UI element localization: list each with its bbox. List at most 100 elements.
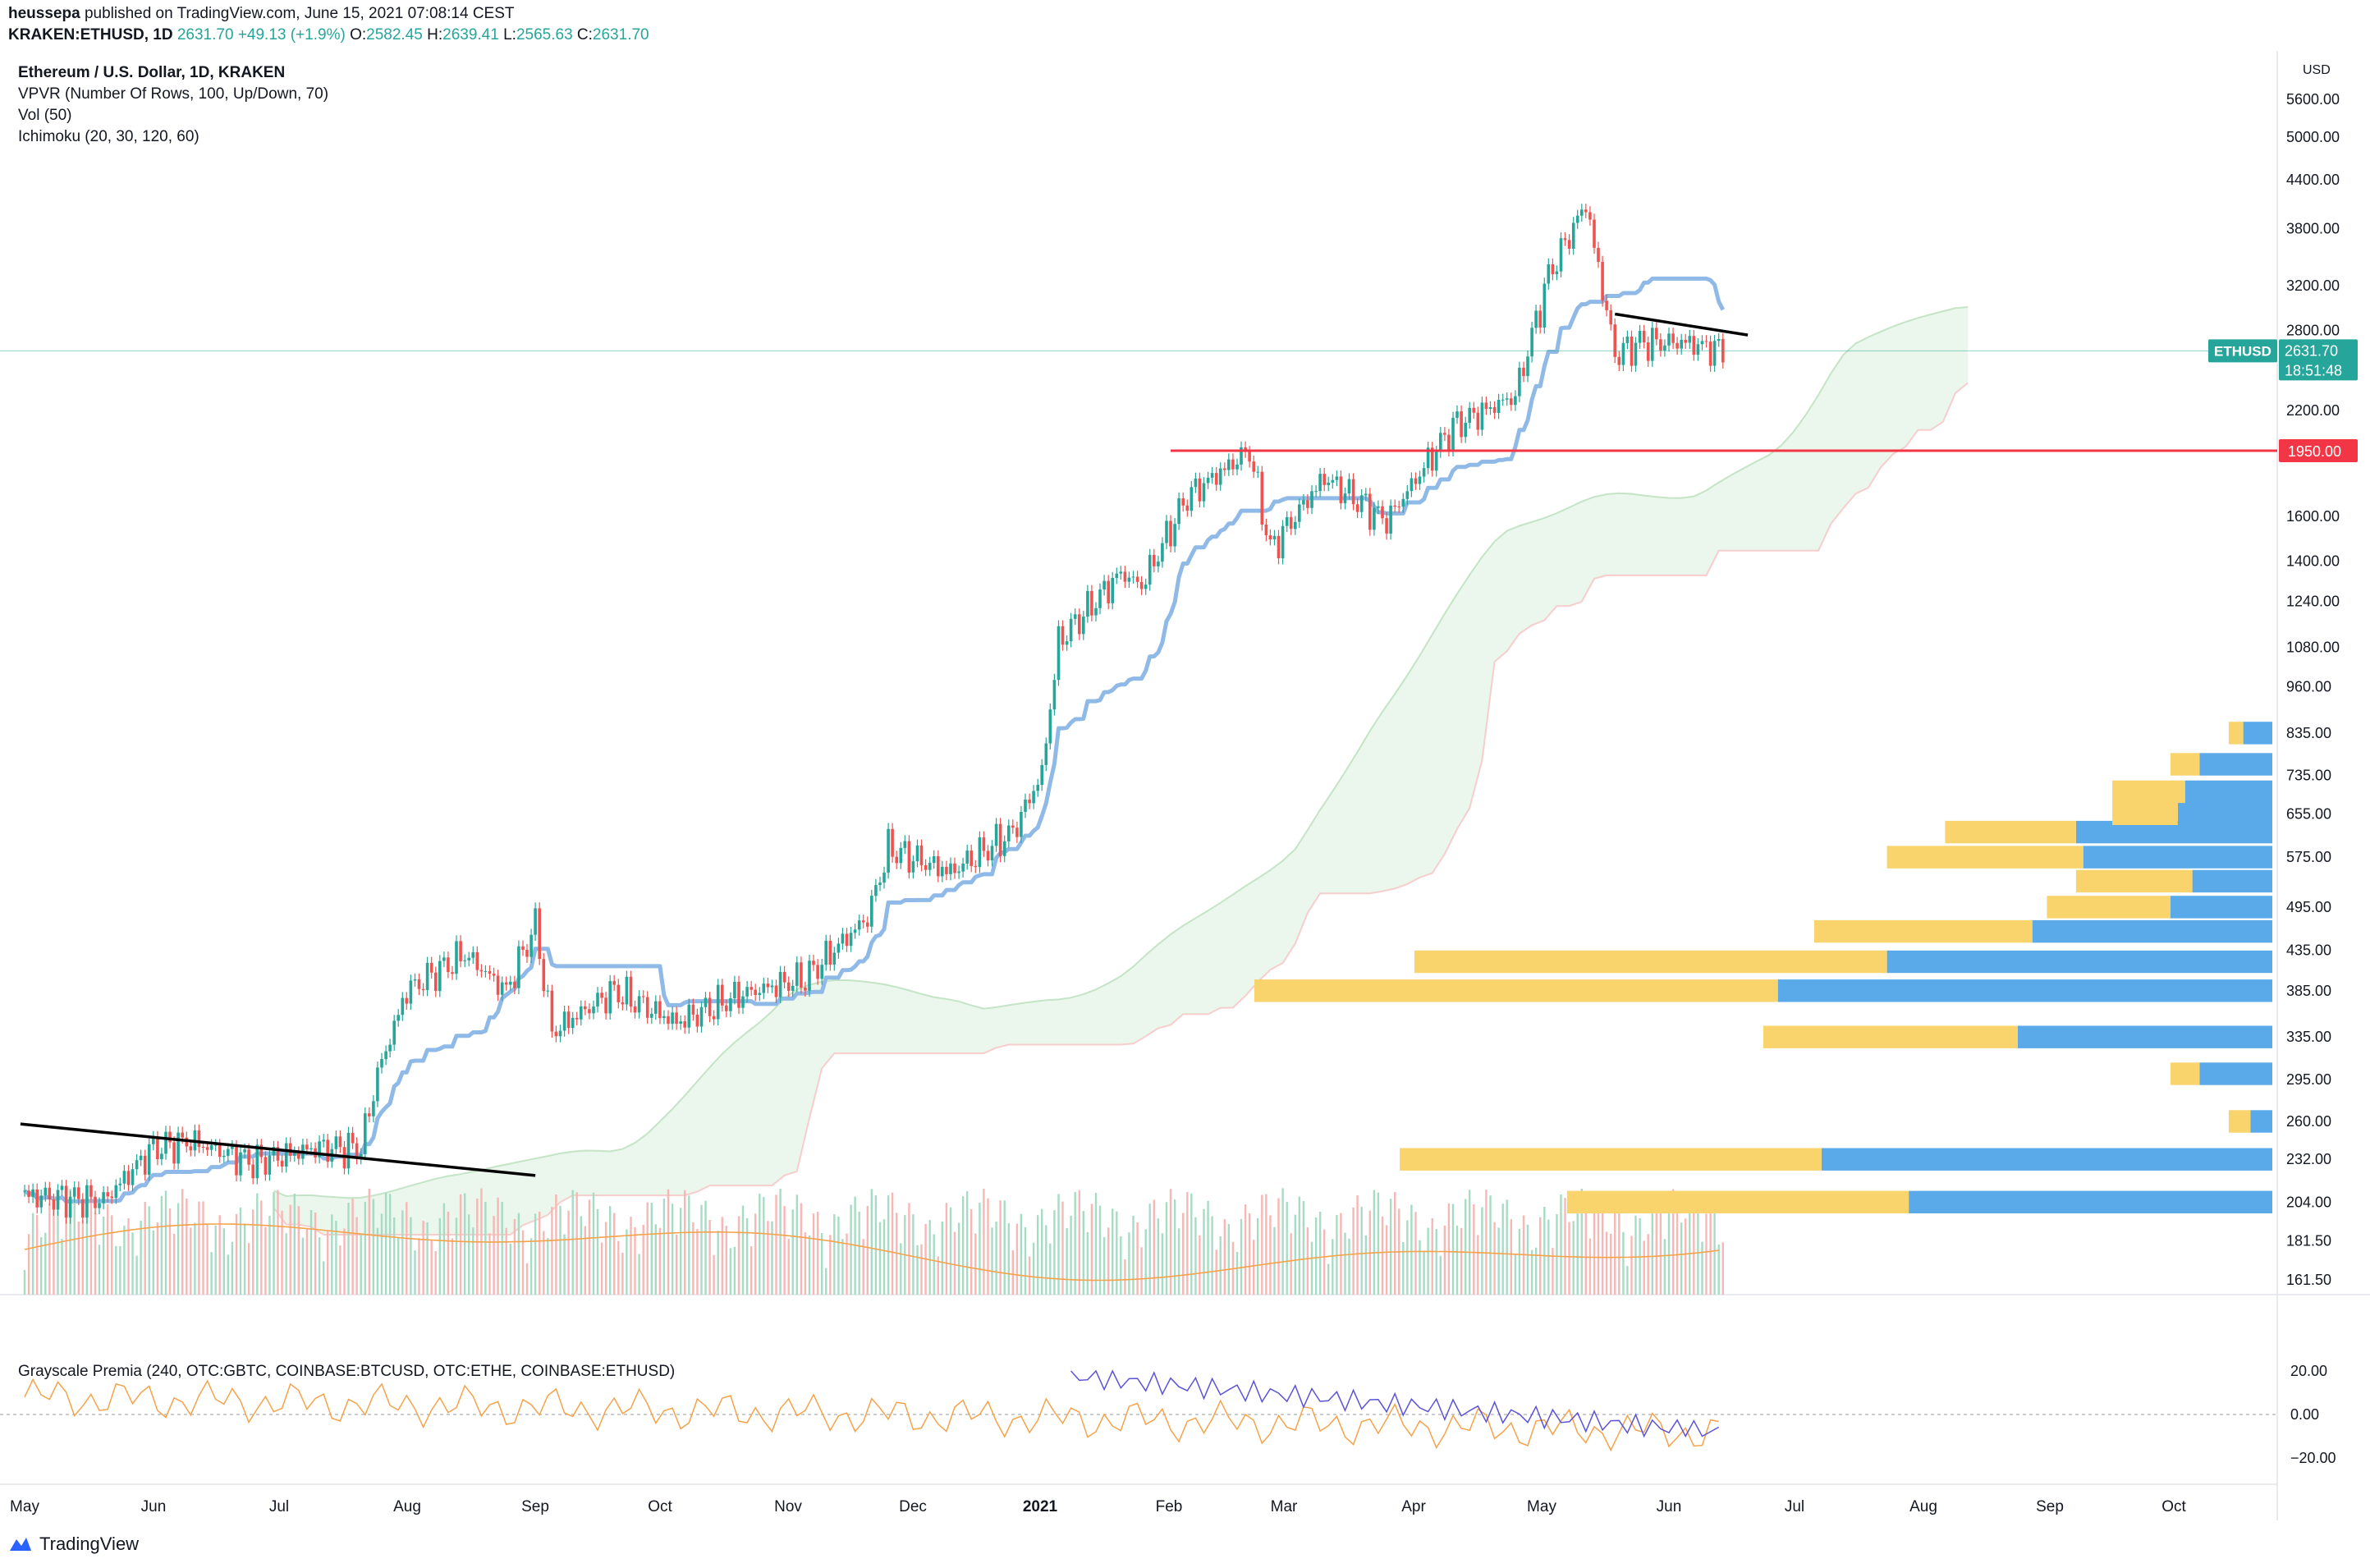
last-price-box	[2279, 339, 2358, 381]
candle-body	[645, 997, 649, 1018]
volume-bar	[600, 1242, 603, 1295]
candle-body	[405, 997, 409, 1004]
candle-body	[110, 1196, 113, 1199]
legend-ichimoku[interactable]: Ichimoku (20, 30, 120, 60)	[18, 128, 199, 145]
volume-bar	[1116, 1211, 1118, 1295]
volume-bar	[57, 1210, 59, 1295]
volume-bar	[501, 1202, 503, 1295]
price-chart[interactable]: 5600.00 5000.00 4400.00 3800.00 3200.00 2800.…	[0, 51, 2370, 1520]
price-axis-tick: 655.00	[2286, 805, 2331, 822]
candle-body	[259, 1144, 264, 1158]
volume-bar	[1032, 1242, 1035, 1295]
candle-body	[828, 940, 832, 965]
candle-body	[1708, 342, 1712, 366]
volume-bar	[521, 1230, 525, 1295]
volume-profile-down-bar	[1763, 1025, 2018, 1048]
volume-bar	[1701, 1241, 1703, 1295]
candle-body	[998, 823, 1002, 856]
volume-bar	[48, 1204, 51, 1295]
candle-body	[1007, 825, 1011, 841]
volume-bar	[459, 1194, 462, 1295]
volume-bar	[1659, 1213, 1662, 1295]
volume-bar	[1389, 1199, 1392, 1295]
volume-bar	[256, 1193, 259, 1295]
candle-body	[176, 1132, 180, 1164]
candle-body	[52, 1199, 56, 1210]
volume-bar	[1024, 1226, 1027, 1295]
publication-header: heussepa published on TradingView.com, J…	[0, 0, 2370, 51]
candle-body	[164, 1131, 167, 1154]
volume-bar	[1373, 1190, 1376, 1295]
volume-bar	[966, 1191, 969, 1295]
candle-body	[679, 1021, 682, 1024]
volume-bar	[1481, 1207, 1483, 1295]
candle-body	[222, 1155, 226, 1158]
candle-body	[928, 862, 932, 870]
volume-bar	[1244, 1204, 1247, 1295]
volume-bar	[1161, 1233, 1164, 1295]
candle-body	[1148, 554, 1152, 585]
legend-vpvr[interactable]: VPVR (Number Of Rows, 100, Up/Down, 70)	[18, 85, 329, 103]
volume-bar	[1310, 1241, 1313, 1295]
candle-body	[637, 996, 641, 1013]
volume-bar	[791, 1209, 794, 1295]
volume-bar	[1153, 1199, 1155, 1295]
candle-body	[978, 837, 982, 868]
volume-bar	[1120, 1236, 1122, 1295]
volume-bar	[1655, 1198, 1657, 1295]
volume-bar	[1148, 1204, 1151, 1295]
volume-bar	[61, 1239, 63, 1295]
open-value: 2582.45	[366, 26, 423, 44]
volume-profile-up-bar	[1886, 950, 2272, 974]
volume-bar	[621, 1252, 624, 1295]
candle-body	[1514, 396, 1517, 406]
legend-volume[interactable]: Vol (50)	[18, 107, 72, 124]
candle-body	[534, 908, 537, 935]
grayscale-premia-label[interactable]: Grayscale Premia (240, OTC:GBTC, COINBAS…	[18, 1363, 676, 1380]
candle-body	[1405, 491, 1410, 499]
volume-bar	[634, 1226, 636, 1295]
candle-body	[915, 845, 919, 862]
volume-bar	[1003, 1200, 1006, 1295]
candle-body	[1248, 452, 1251, 462]
volume-bar	[397, 1236, 400, 1295]
volume-bar	[1689, 1194, 1691, 1295]
volume-bar	[729, 1248, 732, 1295]
candle-body	[305, 1144, 309, 1149]
candle-body	[1484, 402, 1488, 409]
candle-body	[364, 1113, 367, 1154]
candle-body	[1302, 500, 1305, 505]
volume-bar	[1199, 1235, 1201, 1295]
volume-bar	[1281, 1188, 1284, 1295]
candle-body	[1327, 482, 1330, 485]
price-axis-tick: 495.00	[2286, 899, 2331, 915]
candle-body	[1712, 341, 1717, 366]
candle-body	[326, 1139, 329, 1162]
volume-bar	[1381, 1216, 1384, 1295]
candle-body	[1704, 341, 1708, 342]
candle-body	[1202, 483, 1206, 502]
volume-bar	[1630, 1236, 1633, 1295]
volume-bar	[1348, 1238, 1350, 1295]
tradingview-brand[interactable]: TradingView	[39, 1534, 140, 1554]
candle-body	[919, 845, 924, 865]
author-name[interactable]: heussepa	[8, 5, 80, 22]
volume-bar	[1460, 1227, 1463, 1295]
candle-body	[525, 950, 529, 957]
premia-axis-tick: −20.00	[2290, 1450, 2336, 1466]
legend-title[interactable]: Ethereum / U.S. Dollar, 1D, KRAKEN	[18, 64, 286, 81]
candle-body	[189, 1146, 193, 1151]
candle-body	[853, 929, 857, 933]
volume-profile-up-bar	[1909, 1190, 2272, 1213]
candle-body	[1310, 491, 1313, 508]
volume-bar	[1697, 1213, 1699, 1295]
volume-bar	[36, 1215, 39, 1295]
volume-bar	[1286, 1202, 1288, 1295]
volume-bar	[688, 1195, 690, 1295]
volume-bar	[140, 1221, 142, 1295]
volume-bar	[1078, 1190, 1080, 1295]
volume-bar	[172, 1234, 176, 1295]
candle-body	[1111, 578, 1114, 603]
volume-bar	[551, 1207, 553, 1295]
volume-bar	[1082, 1211, 1084, 1295]
